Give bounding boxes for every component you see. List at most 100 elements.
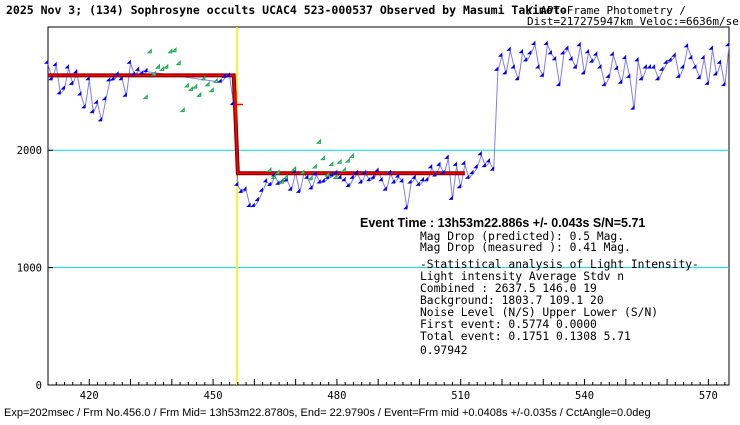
- chart-title-suffix: / APT-Frame Photometry /: [527, 4, 686, 17]
- data-point-s0-44: [295, 188, 301, 193]
- data-point-s0-124: [625, 73, 631, 78]
- data-point-s0-145: [712, 71, 718, 76]
- data-point-s0-89: [481, 162, 486, 168]
- data-point-s0-75: [423, 176, 429, 182]
- data-point-s0-78: [436, 161, 441, 166]
- data-point-s0-131: [654, 75, 660, 81]
- data-point-s0-121: [613, 65, 619, 70]
- data-point-s0-140: [692, 64, 697, 69]
- data-point-s0-6: [68, 80, 74, 85]
- data-point-s1-35: [348, 152, 355, 158]
- data-point-s0-47: [308, 185, 313, 190]
- data-point-s0-80: [444, 154, 449, 159]
- y-tick-label-1000: 1000: [17, 263, 42, 275]
- data-point-s0-23: [138, 70, 144, 75]
- data-point-s0-62: [370, 174, 375, 179]
- data-point-s0-12: [93, 99, 98, 104]
- data-point-s0-101: [531, 40, 536, 46]
- data-point-s0-53: [332, 169, 338, 175]
- data-point-s0-29: [233, 181, 239, 186]
- data-point-s0-87: [473, 163, 478, 169]
- data-point-s0-99: [522, 57, 528, 62]
- data-point-s0-134: [667, 57, 672, 62]
- data-point-s0-109: [564, 45, 569, 50]
- noise-header-text: Noise Level (N/S) Upper Lower (S/N): [420, 306, 658, 319]
- data-point-s0-127: [638, 75, 643, 81]
- data-point-s0-107: [555, 81, 561, 87]
- x-tick-label-570: 570: [699, 390, 718, 402]
- data-point-s0-97: [514, 75, 519, 81]
- data-point-s0-138: [683, 43, 689, 48]
- data-point-s1-13: [196, 91, 202, 97]
- data-point-s0-63: [374, 167, 379, 172]
- data-point-s0-21: [130, 71, 136, 76]
- x-tick-label-450: 450: [204, 390, 223, 402]
- data-point-s0-46: [304, 174, 309, 179]
- x-tick-label-420: 420: [80, 390, 99, 402]
- data-point-s0-91: [489, 166, 495, 171]
- data-point-s0-113: [580, 70, 585, 75]
- data-point-s0-94: [502, 70, 507, 75]
- data-point-s0-65: [382, 186, 387, 191]
- data-point-s0-16: [110, 75, 115, 81]
- data-point-s1-18: [266, 166, 272, 173]
- data-point-s0-31: [242, 186, 247, 191]
- mag-drop-predicted-text: Mag Drop (predicted): 0.5 Mag.: [420, 230, 624, 243]
- data-point-s0-19: [122, 92, 127, 97]
- data-point-s0-24: [143, 67, 148, 73]
- data-point-s0-9: [81, 104, 86, 109]
- data-point-s0-73: [415, 181, 420, 186]
- data-point-s0-3: [56, 89, 61, 95]
- data-point-s0-129: [646, 64, 652, 69]
- data-point-s0-70: [403, 204, 408, 210]
- data-point-s0-82: [452, 161, 458, 166]
- data-point-s1-9: [179, 107, 185, 113]
- data-point-s0-64: [378, 176, 383, 182]
- data-point-s0-25: [217, 78, 222, 83]
- data-point-s0-111: [572, 64, 577, 69]
- data-point-s0-49: [316, 179, 321, 184]
- data-point-s0-0: [44, 59, 49, 64]
- data-point-s0-108: [559, 50, 565, 55]
- data-point-s1-23: [291, 165, 297, 171]
- data-point-s0-120: [609, 51, 614, 56]
- data-point-s0-61: [365, 176, 371, 182]
- data-point-s0-122: [617, 79, 623, 84]
- data-point-s0-117: [597, 64, 602, 69]
- data-point-s0-135: [671, 52, 676, 57]
- data-point-s0-100: [526, 50, 532, 55]
- data-point-s1-11: [188, 85, 194, 92]
- data-point-s1-22: [282, 173, 289, 180]
- data-point-s0-83: [456, 183, 462, 189]
- data-point-s1-29: [324, 171, 330, 177]
- data-point-s0-142: [700, 54, 705, 60]
- data-point-s0-26: [221, 73, 226, 78]
- data-point-s0-4: [60, 85, 65, 90]
- data-point-s1-2: [150, 70, 156, 76]
- data-point-s0-66: [386, 169, 392, 175]
- data-point-s0-84: [460, 160, 466, 165]
- x-tick-label-510: 510: [451, 390, 470, 402]
- data-point-s0-102: [535, 64, 540, 69]
- data-point-s0-17: [114, 71, 119, 76]
- data-point-s0-27: [225, 72, 231, 77]
- data-point-s0-123: [621, 54, 627, 60]
- data-point-s1-24: [299, 169, 305, 175]
- extra-value-text: 0.97942: [420, 344, 468, 357]
- data-point-s0-13: [97, 116, 103, 122]
- x-tick-label-540: 540: [575, 390, 594, 402]
- data-point-s0-56: [345, 182, 350, 188]
- data-point-s0-93: [498, 52, 503, 57]
- data-point-s0-11: [89, 108, 94, 114]
- noise-row-first: First event: 0.5774 0.0000: [420, 318, 597, 331]
- y-tick-label-0: 0: [36, 380, 42, 392]
- data-point-s0-34: [254, 196, 259, 202]
- data-point-s1-16: [208, 87, 214, 93]
- event-time-text: Event Time : 13h53m22.886s +/- 0.043s S/…: [360, 216, 645, 230]
- data-point-s0-68: [394, 173, 400, 178]
- data-point-s0-69: [398, 177, 404, 183]
- data-point-s0-58: [353, 169, 358, 175]
- data-point-s1-6: [167, 48, 173, 54]
- data-point-s0-18: [118, 75, 123, 81]
- data-point-s0-15: [105, 77, 111, 82]
